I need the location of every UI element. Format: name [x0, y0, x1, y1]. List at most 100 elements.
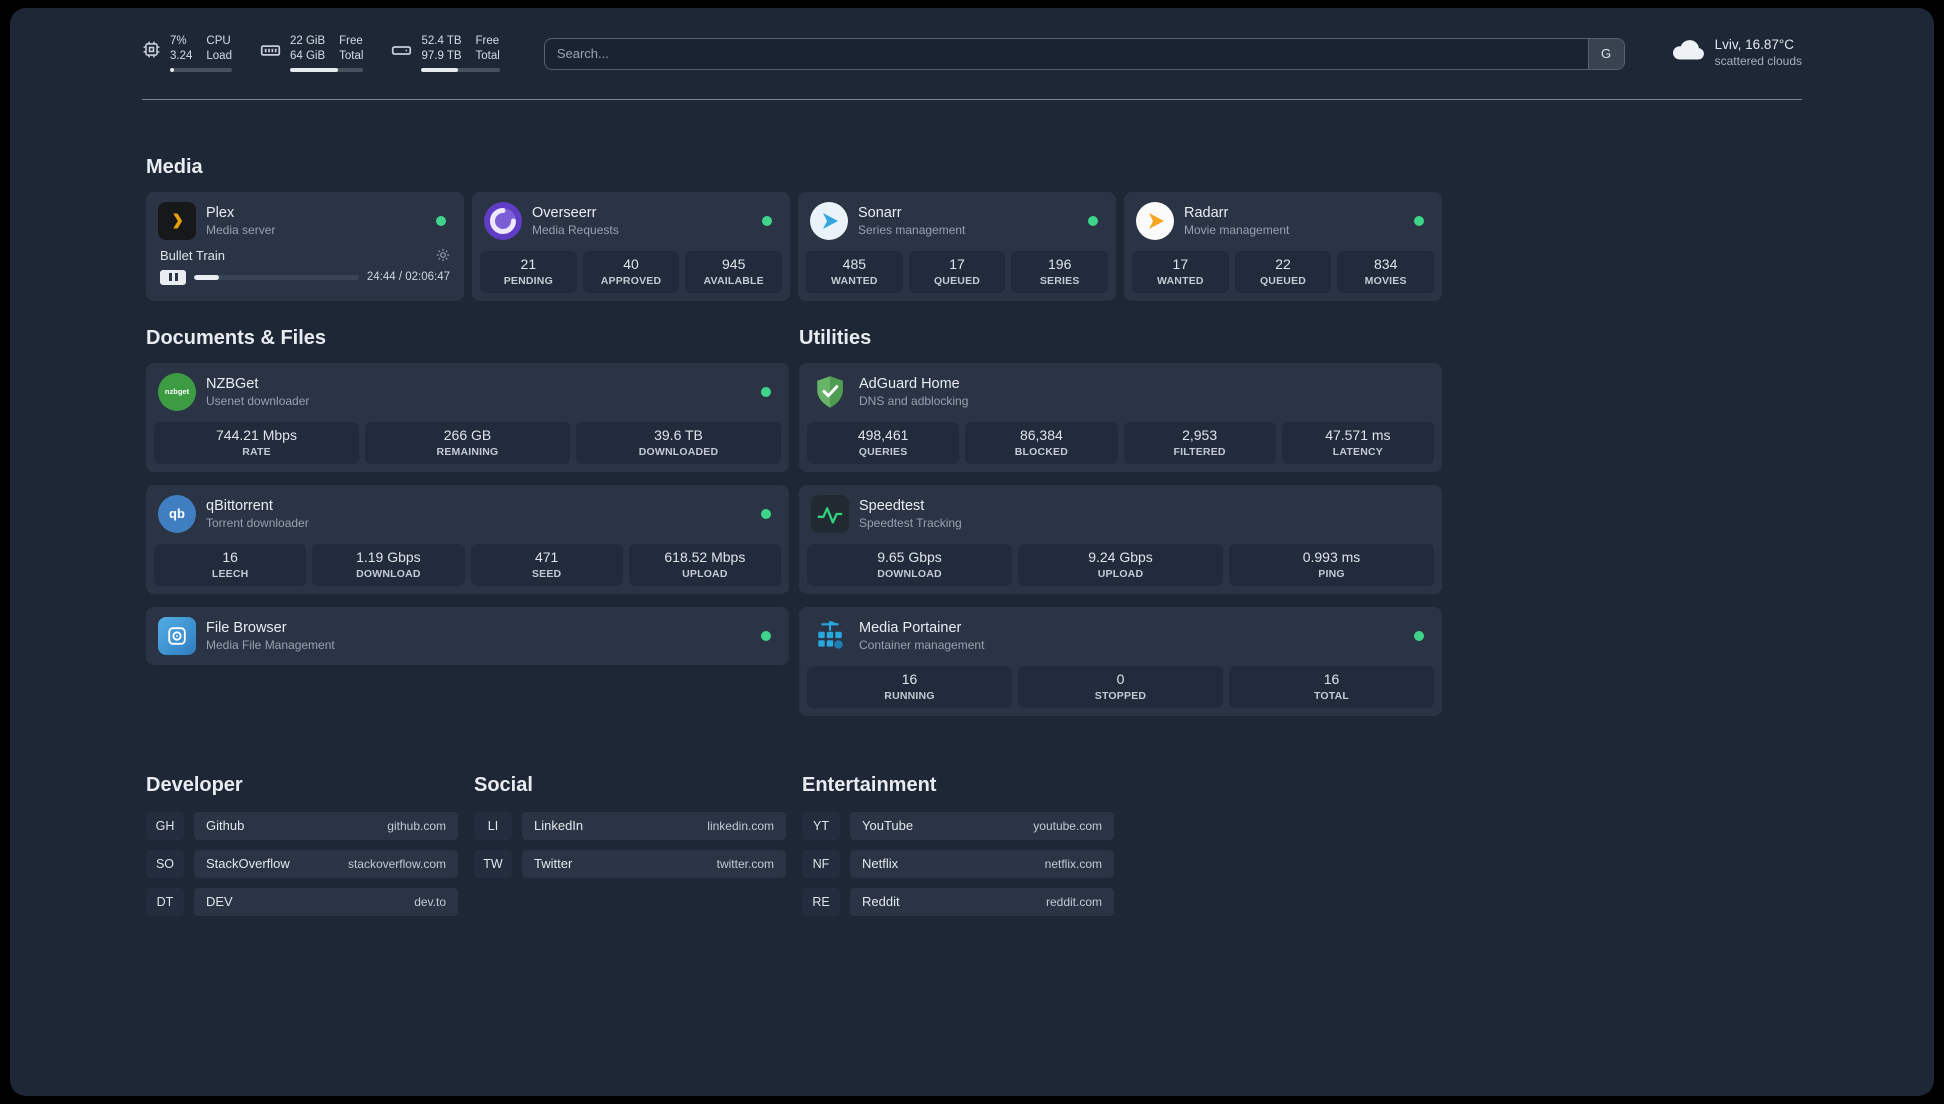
pause-button[interactable]	[160, 269, 186, 285]
bookmark-stackoverflow[interactable]: SO StackOverflow stackoverflow.com	[146, 849, 458, 878]
qbittorrent-card[interactable]: qb qBittorrent Torrent downloader 16 LEEC…	[146, 484, 789, 594]
cpu-usage-value: 7%	[170, 35, 187, 47]
stat-tile: 39.6 TB DOWNLOADED	[576, 421, 781, 464]
bookmark-url: linkedin.com	[707, 818, 774, 833]
stat-tile: 1.19 Gbps DOWNLOAD	[312, 543, 465, 586]
disk-free-label: Free	[475, 35, 500, 47]
service-subtitle: Speedtest Tracking	[859, 515, 962, 530]
service-subtitle: Media server	[206, 222, 276, 237]
service-name: Radarr	[1184, 204, 1229, 221]
stat-tile: 834 MOVIES	[1337, 250, 1435, 293]
bookmark-youtube[interactable]: YT YouTube youtube.com	[802, 811, 1114, 840]
cpu-icon	[142, 40, 161, 59]
gear-icon[interactable]	[436, 248, 450, 262]
bookmark-name: LinkedIn	[534, 818, 584, 834]
speedtest-card[interactable]: Speedtest Speedtest Tracking 9.65 Gbps DO…	[799, 484, 1442, 594]
bookmark-url: twitter.com	[716, 856, 774, 871]
portainer-icon	[811, 617, 849, 655]
bookmark-dev[interactable]: DT DEV dev.to	[146, 887, 458, 916]
nzbget-card[interactable]: nzbget NZBGet Usenet downloader 744.21 M…	[146, 362, 789, 472]
dashboard: 7% 3.24 CPU Load	[10, 8, 1934, 1096]
search-provider-button[interactable]: G	[1587, 38, 1624, 69]
bookmark-group-title: Social	[474, 773, 533, 796]
plex-card[interactable]: Plex Media server Bullet Train	[146, 191, 464, 301]
media-section: Media Plex Media server	[146, 156, 1442, 301]
bookmark-name: YouTube	[862, 818, 914, 834]
bookmark-abbr: SO	[146, 849, 184, 878]
cpu-monitor: 7% 3.24 CPU Load	[142, 34, 232, 72]
bookmark-url: reddit.com	[1045, 894, 1102, 909]
system-monitors: 7% 3.24 CPU Load	[142, 34, 500, 72]
utilities-section: Utilities AdGuard Home DNS and adblockin…	[799, 327, 1442, 716]
weather-condition: scattered clouds	[1714, 54, 1802, 69]
stat-tile: 47.571 ms LATENCY	[1281, 421, 1434, 464]
media-section-title: Media	[146, 155, 203, 178]
bookmark-abbr: YT	[802, 811, 840, 840]
bookmark-abbr: NF	[802, 849, 840, 878]
service-name: Plex	[206, 204, 235, 221]
adguard-card[interactable]: AdGuard Home DNS and adblocking 498,461 Q…	[799, 362, 1442, 472]
cpu-progress-bar	[170, 67, 232, 72]
bookmark-name: DEV	[206, 894, 233, 910]
service-subtitle: Usenet downloader	[206, 393, 310, 408]
overseerr-card[interactable]: Overseerr Media Requests 21 PENDING 40 APP…	[472, 191, 790, 301]
bookmark-group-social: Social LI LinkedIn linkedin.com TW Twitt…	[474, 774, 786, 926]
ram-icon	[260, 40, 281, 61]
search-bar: G	[543, 37, 1625, 70]
sonarr-card[interactable]: Sonarr Series management 485 WANTED 17 QUE…	[798, 191, 1116, 301]
stat-tile: 266 GB REMAINING	[365, 421, 570, 464]
bookmark-twitter[interactable]: TW Twitter twitter.com	[474, 849, 786, 878]
service-name: NZBGet	[206, 375, 259, 392]
speedtest-icon	[811, 494, 849, 533]
disk-total-label: Total	[475, 49, 500, 62]
disk-monitor: 52.4 TB 97.9 TB Free Total	[391, 34, 500, 72]
filebrowser-icon	[158, 616, 196, 655]
service-subtitle: Torrent downloader	[206, 515, 309, 530]
stat-tile: 2,953 FILTERED	[1123, 421, 1276, 464]
bookmark-abbr: RE	[802, 887, 840, 916]
stat-tile: 471 SEED	[470, 543, 623, 586]
disk-total-value: 97.9 TB	[421, 49, 462, 62]
stat-tile: 0 STOPPED	[1018, 665, 1223, 708]
service-name: AdGuard Home	[859, 375, 960, 392]
portainer-card[interactable]: Media Portainer Container management 16 R…	[799, 606, 1442, 716]
stat-tile: 17 WANTED	[1132, 250, 1229, 293]
bookmark-url: youtube.com	[1033, 818, 1102, 833]
cpu-load-value: 3.24	[170, 49, 193, 62]
bookmark-url: github.com	[387, 818, 446, 833]
ram-progress-bar	[289, 67, 364, 72]
status-dot	[436, 215, 446, 226]
weather-location: Lviv, 16.87°C	[1714, 37, 1795, 53]
ram-free-value: 22 GiB	[289, 35, 326, 47]
status-dot	[1088, 215, 1098, 226]
bookmark-url: dev.to	[414, 894, 446, 909]
stat-tile: 744.21 Mbps RATE	[154, 421, 359, 464]
radarr-icon	[1136, 201, 1174, 240]
bookmark-group-developer: Developer GH Github github.com SO StackO…	[146, 774, 458, 926]
bookmark-github[interactable]: GH Github github.com	[146, 811, 458, 840]
service-name: Sonarr	[858, 204, 902, 221]
service-subtitle: Media Requests	[532, 222, 619, 237]
cpu-usage-label: CPU	[206, 35, 231, 47]
stat-tile: 17 QUEUED	[908, 250, 1006, 293]
bookmark-abbr: TW	[474, 849, 512, 878]
status-dot	[1414, 630, 1424, 641]
bookmark-netflix[interactable]: NF Netflix netflix.com	[802, 849, 1114, 878]
status-dot	[1414, 215, 1424, 226]
weather-widget[interactable]: Lviv, 16.87°C scattered clouds	[1671, 37, 1802, 68]
sonarr-icon	[810, 201, 848, 240]
stat-tile: 16 TOTAL	[1229, 665, 1434, 708]
status-dot	[761, 508, 771, 519]
stat-tile: 40 APPROVED	[582, 250, 680, 293]
radarr-card[interactable]: Radarr Movie management 17 WANTED 22 QUEUE…	[1124, 191, 1442, 301]
bookmark-linkedin[interactable]: LI LinkedIn linkedin.com	[474, 811, 786, 840]
service-name: Media Portainer	[859, 619, 962, 636]
utilities-section-title: Utilities	[799, 326, 872, 349]
filebrowser-card[interactable]: File Browser Media File Management	[146, 606, 789, 665]
stat-tile: 9.24 Gbps UPLOAD	[1018, 543, 1223, 586]
bookmark-reddit[interactable]: RE Reddit reddit.com	[802, 887, 1114, 916]
stat-tile: 0.993 ms PING	[1229, 543, 1434, 586]
search-input[interactable]	[544, 38, 1588, 69]
service-subtitle: Container management	[859, 637, 985, 652]
playback-progress-bar[interactable]	[194, 274, 359, 280]
